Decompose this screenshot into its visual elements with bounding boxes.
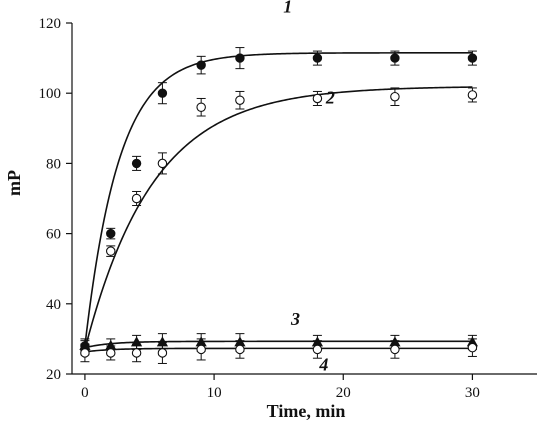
curve-label-1: 1 [283, 0, 292, 16]
curve-labels-layer: 1 2 3 4 [283, 0, 335, 374]
data-point-series-4 [390, 344, 400, 355]
fit-curve-series-4 [84, 347, 473, 353]
data-point-series-1 [131, 158, 142, 169]
axes-layer: 20 40 60 80 100 120 0 10 20 30 [39, 16, 537, 401]
data-point-series-1 [312, 53, 323, 63]
data-point-series-3 [105, 339, 117, 350]
error-bars-layer [80, 47, 477, 364]
fit-curves-layer [84, 52, 473, 353]
data-point-series-2 [157, 158, 168, 169]
y-tick-label: 80 [46, 156, 61, 172]
data-point-series-2 [196, 102, 206, 112]
x-tick-label: 10 [207, 385, 222, 401]
data-point-series-1 [106, 228, 116, 239]
data-point-series-1 [196, 60, 206, 70]
y-tick-label: 20 [46, 367, 61, 383]
y-tick-label: 100 [39, 86, 62, 102]
data-point-series-2 [390, 91, 400, 102]
data-point-series-4 [235, 344, 245, 355]
data-point-series-4 [80, 348, 90, 358]
fit-curve-series-2 [84, 86, 473, 350]
data-point-series-1 [390, 53, 400, 63]
data-point-series-4 [467, 342, 478, 353]
curve-label-4: 4 [318, 354, 328, 374]
data-point-series-1 [467, 53, 478, 63]
data-point-series-3 [156, 336, 169, 347]
x-tick-label: 30 [465, 385, 480, 401]
x-tick-label: 0 [81, 385, 89, 401]
data-point-series-2 [467, 90, 478, 100]
data-point-series-2 [131, 193, 142, 204]
data-point-series-2 [312, 93, 323, 104]
x-tick-label: 20 [336, 385, 351, 401]
fit-curve-series-3 [84, 340, 473, 349]
data-point-series-2 [106, 246, 116, 256]
y-axis-title: mP [4, 170, 24, 196]
y-tick-label: 60 [46, 227, 61, 243]
data-point-series-1 [235, 53, 245, 63]
x-axis-title: Time, min [267, 401, 346, 421]
data-point-series-4 [131, 348, 142, 358]
data-points-layer [79, 53, 479, 358]
data-point-series-4 [196, 344, 206, 355]
data-point-series-4 [312, 344, 323, 355]
y-tick-label: 40 [46, 297, 61, 313]
fit-curve-series-1 [84, 52, 473, 347]
data-point-series-4 [106, 348, 116, 358]
curve-label-2: 2 [325, 88, 335, 108]
y-tick-label: 120 [39, 16, 62, 32]
data-point-series-2 [235, 95, 245, 105]
data-point-series-4 [157, 348, 168, 358]
curve-label-3: 3 [290, 309, 300, 329]
data-point-series-1 [157, 88, 168, 98]
data-point-series-3 [130, 336, 143, 347]
